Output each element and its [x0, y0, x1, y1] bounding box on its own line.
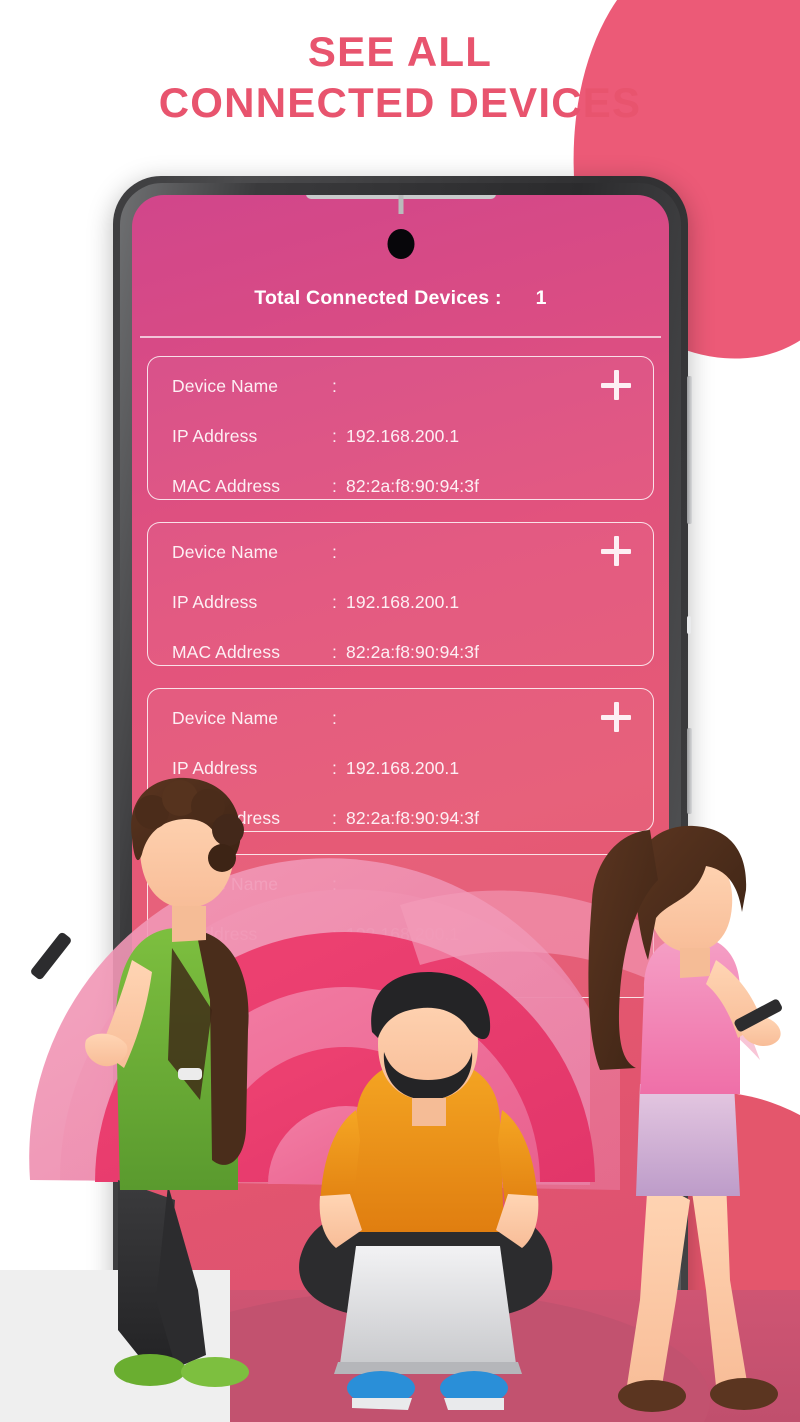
mac-address-colon: : [332, 642, 337, 662]
ip-address-colon: : [332, 758, 337, 778]
total-connected-devices-label: Total Connected Devices : [254, 287, 502, 309]
phone-screen: Total Connected Devices : 1 Device Name :… [132, 195, 669, 1347]
ip-address-value: 192.168.200.1 [346, 592, 460, 612]
ip-address-value: 192.168.200.1 [346, 924, 460, 944]
ip-address-value: 192.168.200.1 [346, 426, 460, 446]
ip-address-label: IP Address [172, 758, 258, 778]
ip-address-row: IP Address : 192.168.200.1 [172, 592, 635, 613]
device-card[interactable]: Device Name : IP Address : 192.168.200.1… [147, 854, 654, 998]
ip-address-colon: : [332, 924, 337, 944]
device-name-colon: : [332, 542, 337, 562]
device-name-value [346, 874, 635, 895]
total-connected-devices-count: 1 [535, 287, 547, 309]
add-device-icon[interactable] [601, 536, 631, 566]
front-camera-icon [387, 229, 414, 259]
device-name-label: Device Name [172, 376, 279, 396]
ip-address-colon: : [332, 592, 337, 612]
add-device-icon[interactable] [601, 370, 631, 400]
device-name-label: Device Name [172, 542, 279, 562]
mac-address-label: MAC Address [172, 642, 281, 662]
device-name-row: Device Name : [172, 874, 635, 895]
ip-address-colon: : [332, 426, 337, 446]
device-list: Device Name : IP Address : 192.168.200.1… [147, 356, 654, 1020]
add-device-icon[interactable] [601, 702, 631, 732]
mac-address-label: MAC Address [172, 476, 281, 496]
device-name-value [346, 708, 635, 729]
total-connected-devices-header: Total Connected Devices : 1 [132, 287, 669, 310]
ip-address-row: IP Address : 192.168.200.1 [172, 426, 635, 447]
device-name-row: Device Name : [172, 376, 635, 397]
volume-button[interactable] [687, 376, 692, 524]
device-name-colon: : [332, 376, 337, 396]
device-card[interactable]: Device Name : IP Address : 192.168.200.1… [147, 522, 654, 666]
ip-address-value: 192.168.200.1 [346, 758, 460, 778]
header-divider [140, 336, 661, 338]
mac-address-value: 82:2a:f8:90:94:3f [346, 476, 480, 496]
mac-address-row: MAC Address : 82:2a:f8:9 [172, 974, 635, 995]
device-name-label: Device Name [172, 708, 279, 728]
mac-address-label: MAC Address [172, 974, 281, 994]
device-name-row: Device Name : [172, 708, 635, 729]
center-man-shoe-right [440, 1371, 508, 1405]
ip-address-label: IP Address [172, 426, 258, 446]
promo-headline: SEE ALL CONNECTED DEVICES [0, 26, 800, 128]
ip-address-label: IP Address [172, 592, 258, 612]
earpiece-notch [398, 195, 403, 214]
device-card[interactable]: Device Name : IP Address : 192.168.200.1… [147, 688, 654, 832]
mac-address-value: 82:2a:f8:90:94:3f [346, 808, 480, 828]
device-name-label: Device Name [172, 874, 279, 894]
phone-device-mockup: Total Connected Devices : 1 Device Name :… [113, 176, 692, 1366]
side-accent-button[interactable] [687, 616, 691, 634]
headline-line-1: SEE ALL [307, 28, 493, 75]
right-woman-hand [740, 1015, 781, 1047]
ip-address-row: IP Address : 192.168.200.1 [172, 758, 635, 779]
ip-address-row: IP Address : 192.168.200.1 [172, 924, 635, 945]
headline-line-2: CONNECTED DEVICES [158, 79, 642, 127]
device-name-row: Device Name : [172, 542, 635, 563]
app-content: Total Connected Devices : 1 Device Name :… [132, 195, 669, 1347]
right-woman-arm [706, 960, 762, 1038]
mac-address-row: MAC Address : 82:2a:f8:90:94:3f [172, 808, 635, 829]
mac-address-value: 82:2a:f8:90:94:3f [346, 642, 480, 662]
mac-address-row: MAC Address : 82:2a:f8:90:94:3f [172, 642, 635, 663]
power-button[interactable] [687, 728, 692, 814]
device-card[interactable]: Device Name : IP Address : 192.168.200.1… [147, 356, 654, 500]
right-woman-phone [734, 999, 782, 1032]
mac-address-colon: : [332, 808, 337, 828]
mac-address-colon: : [332, 974, 337, 994]
left-man-phone [31, 932, 71, 980]
device-name-colon: : [332, 708, 337, 728]
device-name-value [346, 542, 635, 563]
mac-address-row: MAC Address : 82:2a:f8:90:94:3f [172, 476, 635, 497]
mac-address-label: MAC Address [172, 808, 281, 828]
mac-address-value: 82:2a:f8:9 [346, 974, 425, 994]
ip-address-label: IP Address [172, 924, 258, 944]
device-name-value [346, 376, 635, 397]
center-man-shoe-left [347, 1371, 415, 1405]
mac-address-colon: : [332, 476, 337, 496]
device-name-colon: : [332, 874, 337, 894]
